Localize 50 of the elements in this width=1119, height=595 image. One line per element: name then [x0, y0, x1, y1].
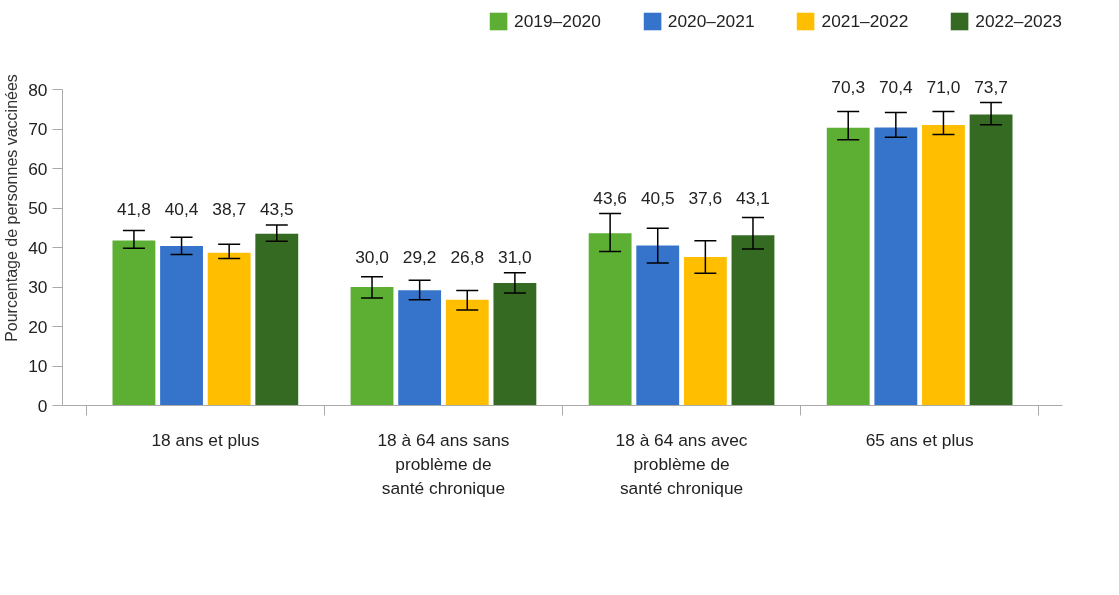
- y-tick-label: 30: [28, 277, 48, 297]
- bar: [922, 125, 965, 406]
- y-tick-label: 10: [28, 356, 48, 376]
- data-label: 43,1: [736, 187, 770, 208]
- bar: [636, 245, 680, 406]
- bar: [207, 252, 251, 406]
- bar: [398, 290, 442, 406]
- bar: [731, 235, 775, 406]
- bar: [683, 256, 727, 406]
- bar: [445, 299, 489, 406]
- x-tick-label: 18 à 64 ans sans problème de santé chronique: [377, 429, 510, 498]
- y-tick-label: 40: [28, 237, 48, 258]
- data-label: 29,2: [402, 246, 437, 267]
- data-label: 31,0: [498, 246, 532, 267]
- bar: [112, 240, 156, 406]
- y-tick-label: 20: [28, 316, 48, 337]
- data-label: 37,6: [688, 187, 723, 208]
- x-tick-label: 65 ans et plus: [865, 429, 974, 450]
- data-label: 70,3: [831, 76, 866, 97]
- data-label: 71,0: [926, 76, 961, 97]
- data-label: 41,8: [117, 198, 151, 219]
- x-tick-label: 18 ans et plus: [151, 429, 260, 450]
- y-tick-label: 0: [37, 395, 48, 416]
- legend-label: 2019–2020: [514, 10, 601, 32]
- data-label: 30,0: [355, 246, 389, 267]
- legend-label: 2021–2022: [821, 10, 909, 32]
- data-label: 40,5: [640, 187, 675, 208]
- data-label: 73,7: [974, 76, 1008, 97]
- legend-label: 2020–2021: [667, 10, 755, 32]
- data-label: 40,4: [164, 198, 199, 219]
- data-label: 43,6: [593, 187, 627, 208]
- y-tick-label: 70: [28, 119, 48, 139]
- data-label: 38,7: [212, 198, 247, 219]
- y-tick-label: 50: [28, 198, 48, 218]
- bar: [874, 127, 918, 406]
- bar: [160, 245, 203, 406]
- bar: [969, 114, 1013, 406]
- y-tick-label: 80: [28, 79, 48, 100]
- data-label: 43,5: [259, 198, 294, 219]
- bar: [493, 283, 537, 406]
- y-axis-title: Pourcentage de personnes vaccinées: [3, 74, 21, 342]
- bar: [255, 233, 299, 406]
- legend-label: 2022–2023: [975, 10, 1062, 32]
- x-tick-label: 18 à 64 ans avec problème de santé chronique: [615, 429, 748, 498]
- data-label: 26,8: [450, 246, 485, 267]
- bar: [826, 127, 870, 406]
- y-tick-label: 60: [28, 158, 48, 179]
- bar: [588, 233, 632, 406]
- bar: [350, 287, 394, 406]
- data-label: 70,4: [878, 76, 914, 97]
